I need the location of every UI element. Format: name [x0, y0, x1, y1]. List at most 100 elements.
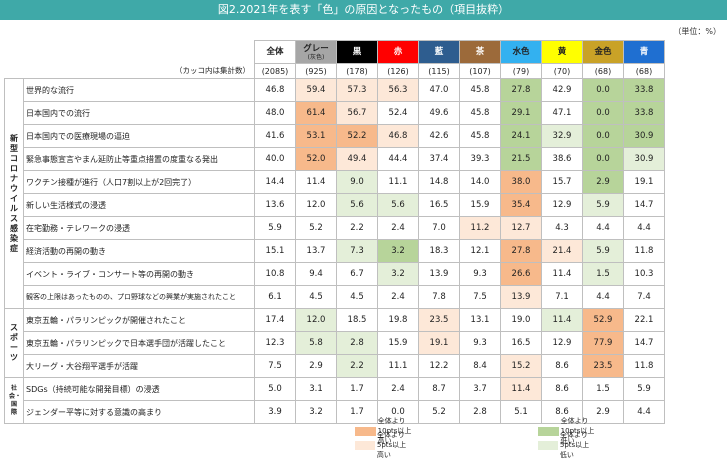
- value-cell: 14.0: [459, 170, 501, 194]
- value-cell: 11.4: [295, 170, 337, 194]
- row-label: ワクチン接種が進行（人口7割以上が2回完了）: [23, 170, 255, 194]
- value-cell: 49.6: [418, 101, 460, 125]
- value-cell: 61.4: [295, 101, 337, 125]
- value-cell: 18.3: [418, 239, 460, 263]
- column-header-4: 藍: [418, 40, 460, 64]
- row-label: 世界的な流行: [23, 78, 255, 102]
- value-cell: 2.9: [582, 170, 624, 194]
- value-cell: 12.2: [418, 354, 460, 378]
- value-cell: 11.8: [623, 239, 665, 263]
- value-cell: 5.9: [582, 193, 624, 217]
- value-cell: 5.2: [295, 216, 337, 240]
- value-cell: 23.5: [582, 354, 624, 378]
- value-cell: 33.8: [623, 101, 665, 125]
- value-cell: 5.8: [295, 331, 337, 355]
- value-cell: 52.4: [377, 101, 419, 125]
- column-name: 金色: [594, 46, 612, 57]
- value-cell: 46.8: [254, 78, 296, 102]
- column-count: (2085): [254, 63, 296, 79]
- table-row: 社会・国際 SDGs（持続可能な開発目標）の浸透 5.0 3.1 1.7 2.4 8.7 3.…: [4, 377, 665, 424]
- value-cell: 2.2: [336, 354, 378, 378]
- column-header-5: 茶: [459, 40, 501, 64]
- row-label: 観客の上限はあったものの、プロ野球などの興業が実施されたこと: [23, 285, 255, 309]
- column-header-2: 黒: [336, 40, 378, 64]
- column-count: (68): [582, 63, 624, 79]
- row-label: ジェンダー平等に対する意識の高まり: [23, 400, 255, 424]
- value-cell: 52.2: [336, 124, 378, 148]
- value-cell: 30.9: [623, 147, 665, 171]
- value-cell: 21.4: [541, 239, 583, 263]
- value-cell: 12.9: [541, 331, 583, 355]
- value-cell: 56.3: [377, 78, 419, 102]
- value-cell: 7.0: [418, 216, 460, 240]
- value-cell: 22.1: [623, 308, 665, 332]
- value-cell: 33.8: [623, 78, 665, 102]
- value-cell: 9.3: [459, 331, 501, 355]
- value-cell: 6.1: [254, 285, 296, 309]
- legend-label: 全体より5pts以上低い: [559, 431, 590, 459]
- row-label: 経済活動の再開の動き: [23, 239, 255, 263]
- value-cell: 4.4: [582, 216, 624, 240]
- column-name: 藍: [434, 46, 444, 57]
- legend-label: 全体より10pts以上低い: [560, 417, 595, 445]
- value-cell: 23.5: [418, 308, 460, 332]
- value-cell: 7.5: [254, 354, 296, 378]
- legend-lo5: 全体より5pts以上低い: [538, 430, 595, 460]
- value-cell: 13.9: [418, 262, 460, 286]
- value-cell: 0.0: [377, 400, 419, 424]
- value-cell: 11.4: [541, 308, 583, 332]
- value-cell: 32.9: [541, 124, 583, 148]
- value-cell: 7.5: [459, 285, 501, 309]
- value-cell: 3.2: [377, 239, 419, 263]
- value-cell: 46.8: [377, 124, 419, 148]
- column-name: 黄: [557, 46, 567, 57]
- value-cell: 1.7: [336, 400, 378, 424]
- table-row: 大リーグ・大谷翔平選手が活躍 7.5 2.9 2.2 11.1 12.2 8.4 15.2 8.…: [5, 354, 665, 378]
- value-cell: 53.1: [295, 124, 337, 148]
- legend-swatch: [538, 426, 559, 436]
- value-cell: 19.1: [418, 331, 460, 355]
- value-cell: 5.9: [623, 377, 665, 401]
- value-cell: 29.1: [500, 101, 542, 125]
- value-cell: 7.8: [418, 285, 460, 309]
- value-cell: 9.3: [459, 262, 501, 286]
- group-label-text: スポーツ: [10, 323, 18, 362]
- value-cell: 21.5: [500, 147, 542, 171]
- value-cell: 11.1: [377, 170, 419, 194]
- value-cell: 2.2: [336, 216, 378, 240]
- value-cell: 4.4: [623, 216, 665, 240]
- value-cell: 41.6: [254, 124, 296, 148]
- table-row: 新型コロナウイルス感染症 世界的な流行 46.8 59.4 57.3 56.3 47.0 45…: [4, 78, 665, 309]
- value-cell: 52.0: [295, 147, 337, 171]
- table-row: ワクチン接種が進行（人口7割以上が2回完了） 14.4 11.4 9.0 11.1 14.…: [5, 170, 665, 194]
- value-cell: 3.2: [377, 262, 419, 286]
- table-row: イベント・ライブ・コンサート等の再開の動き 10.8 9.4 6.7 3.2 13.9 9.…: [5, 262, 665, 286]
- value-cell: 7.3: [336, 239, 378, 263]
- column-header-8: 金色: [582, 40, 624, 64]
- value-cell: 12.0: [295, 193, 337, 217]
- value-cell: 0.0: [582, 101, 624, 125]
- value-cell: 15.2: [500, 354, 542, 378]
- value-cell: 2.4: [377, 377, 419, 401]
- value-cell: 47.0: [418, 78, 460, 102]
- column-name: 赤: [393, 46, 403, 57]
- value-cell: 24.1: [500, 124, 542, 148]
- value-cell: 18.5: [336, 308, 378, 332]
- value-cell: 37.4: [418, 147, 460, 171]
- value-cell: 57.3: [336, 78, 378, 102]
- value-cell: 44.4: [377, 147, 419, 171]
- value-cell: 15.7: [541, 170, 583, 194]
- legend-hi5: 全体より5pts以上高い: [355, 430, 412, 460]
- value-cell: 14.4: [254, 170, 296, 194]
- value-cell: 5.1: [500, 400, 542, 424]
- table-row: 新しい生活様式の浸透 13.6 12.0 5.6 5.6 16.5 15.9 35.4 12.9…: [5, 193, 665, 217]
- value-cell: 7.1: [541, 285, 583, 309]
- value-cell: 16.5: [418, 193, 460, 217]
- row-label: 大リーグ・大谷翔平選手が活躍: [23, 354, 255, 378]
- value-cell: 1.5: [582, 262, 624, 286]
- value-cell: 14.8: [418, 170, 460, 194]
- row-label: 新しい生活様式の浸透: [23, 193, 255, 217]
- value-cell: 12.7: [500, 216, 542, 240]
- row-label: 日本国内での医療現場の逼迫: [23, 124, 255, 148]
- table-row: スポーツ 東京五輪・パラリンピックが開催されたこと 17.4 12.0 18.5 19.8…: [4, 308, 665, 378]
